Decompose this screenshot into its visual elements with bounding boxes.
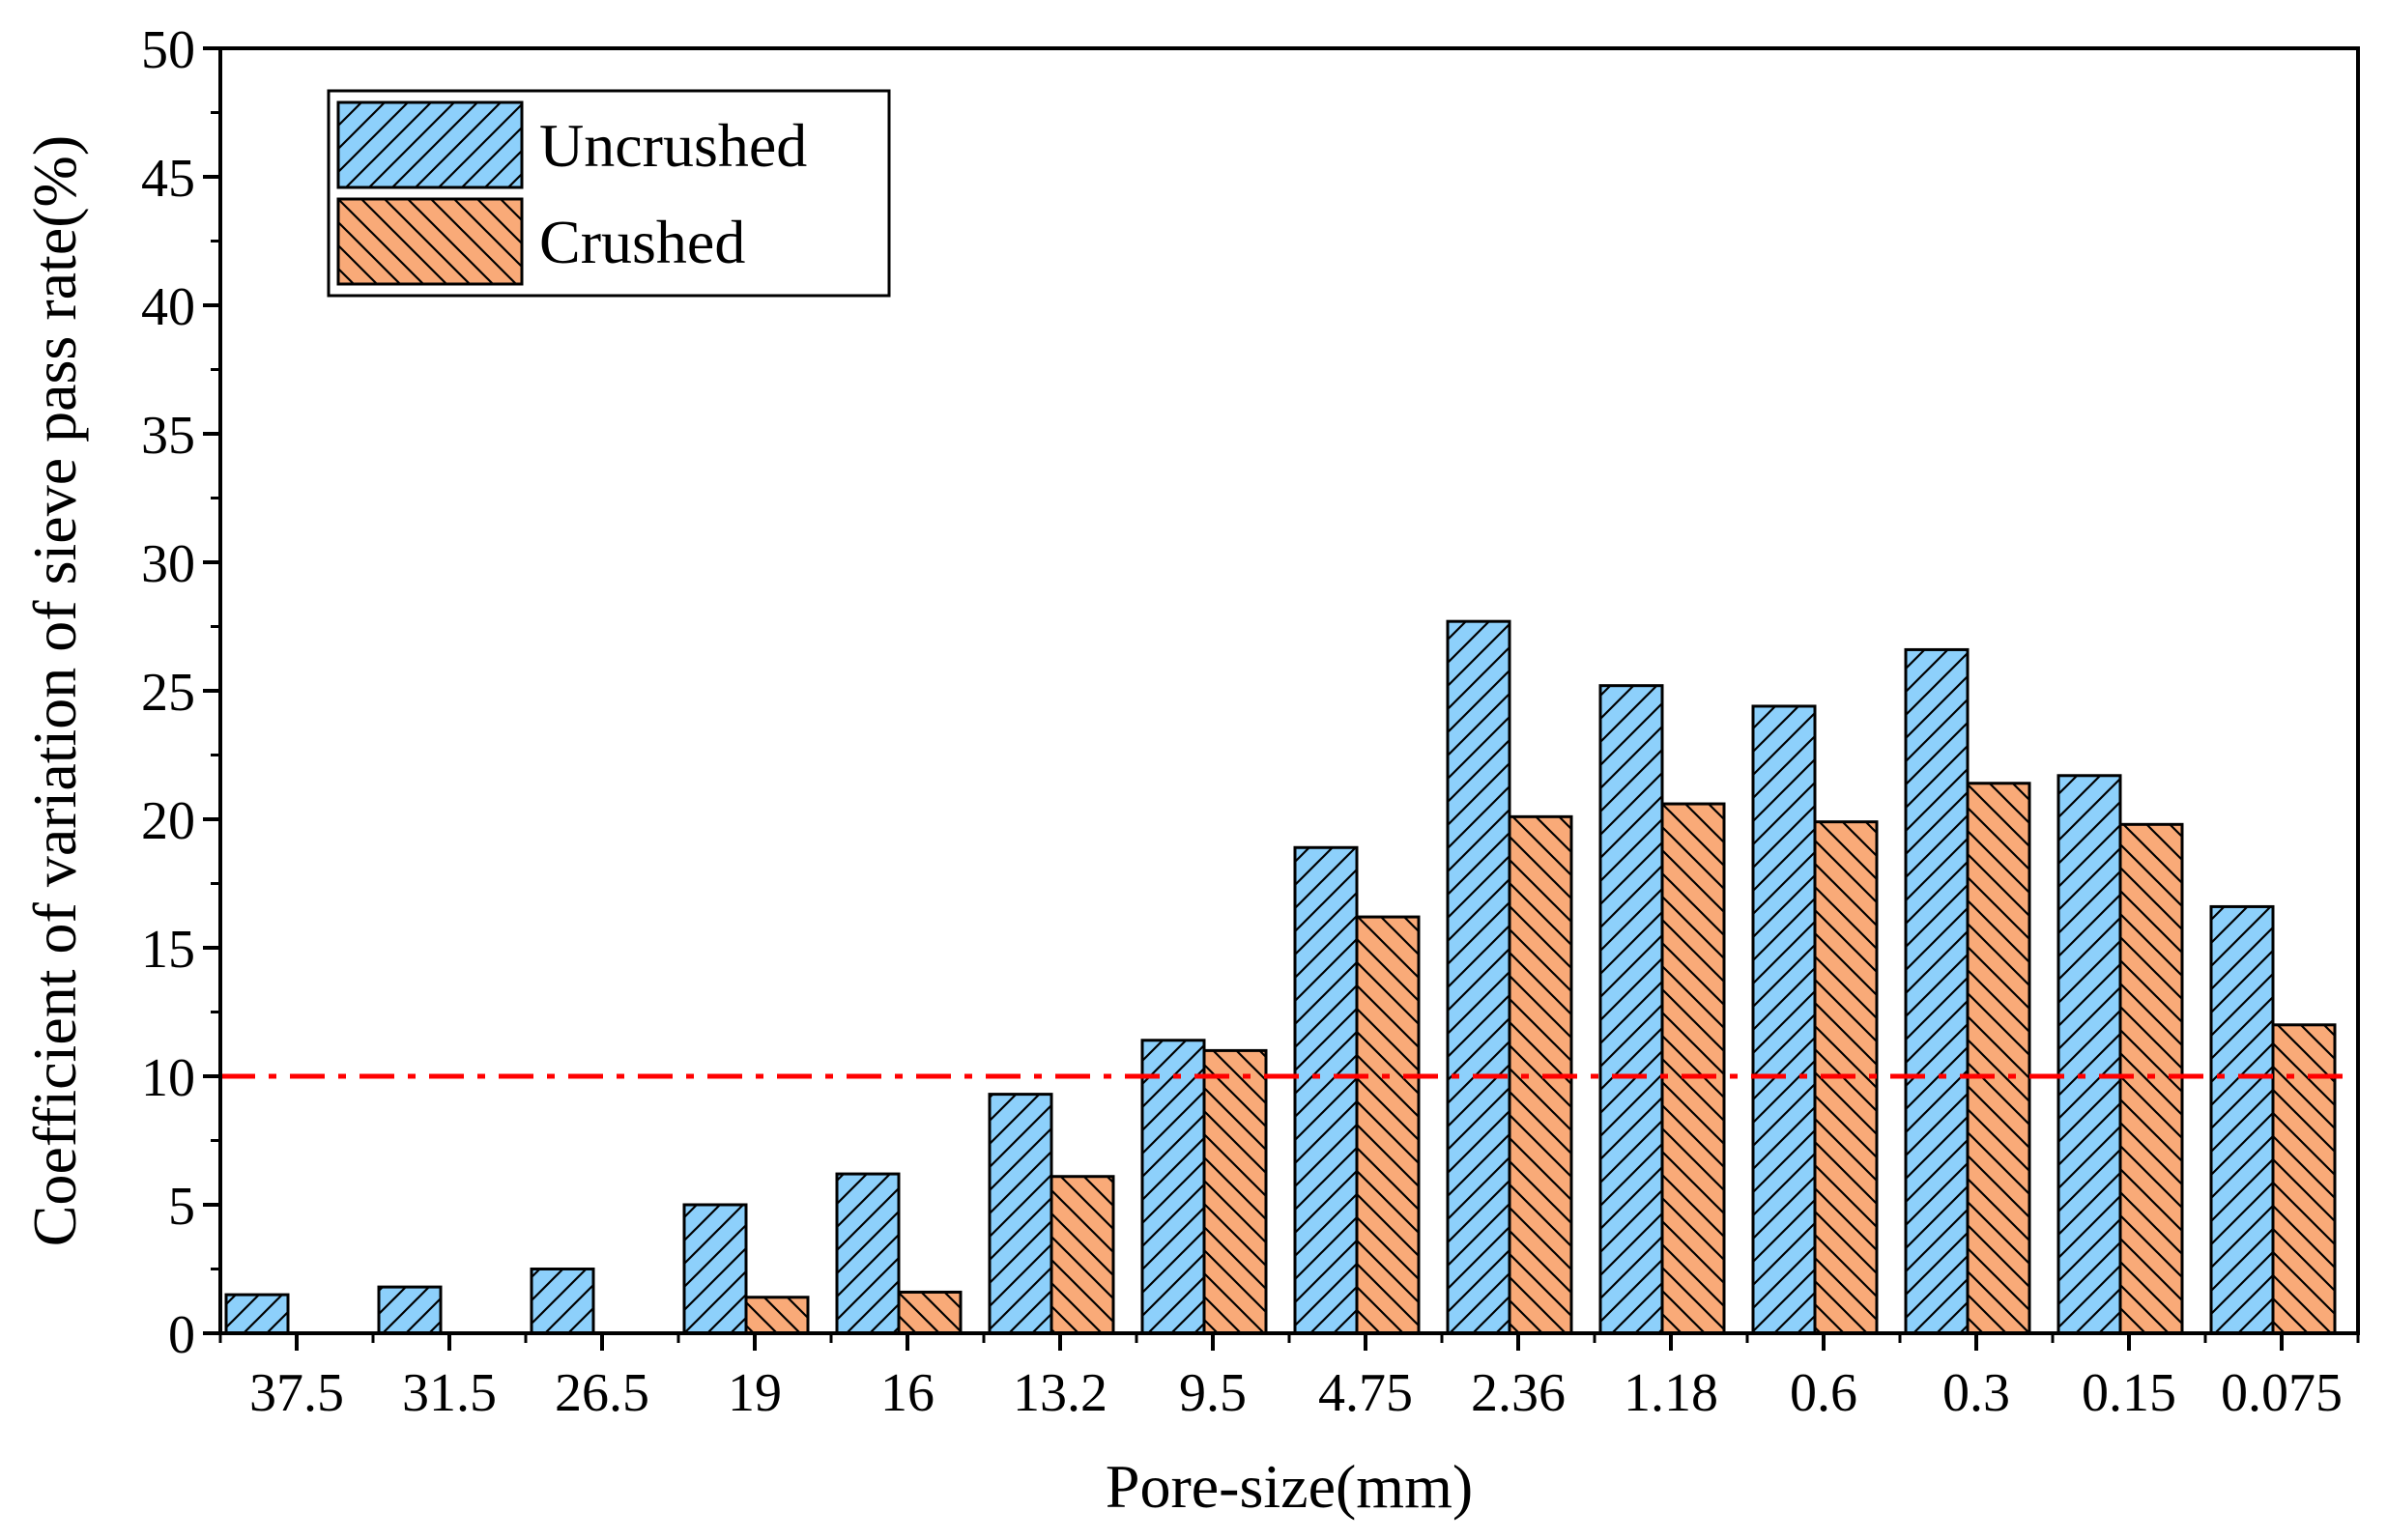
legend: Uncrushed Crushed — [327, 89, 891, 298]
y-axis-title: Coefficient of variation of sieve pass r… — [20, 135, 89, 1246]
legend-swatch-crushed — [336, 197, 524, 286]
bar-uncrushed-0.15 — [2056, 774, 2122, 1335]
legend-label-uncrushed: Uncrushed — [539, 111, 807, 180]
y-tick-label: 15 — [141, 920, 195, 980]
x-tick-label: 0.15 — [2082, 1363, 2176, 1423]
bar-uncrushed-1.18 — [1598, 684, 1664, 1335]
y-tick-label: 50 — [141, 20, 195, 80]
x-axis-title: Pore-size(mm) — [1106, 1452, 1473, 1521]
y-tick-label: 30 — [141, 534, 195, 594]
x-tick-label: 37.5 — [249, 1363, 344, 1423]
x-tick-label: 4.75 — [1318, 1363, 1413, 1423]
x-tick-label: 1.18 — [1624, 1363, 1718, 1423]
legend-label-crushed: Crushed — [539, 208, 745, 276]
bar-crushed-0.075 — [2271, 1023, 2337, 1335]
x-tick-label: 16 — [880, 1363, 935, 1423]
bar-uncrushed-19 — [682, 1203, 748, 1335]
bar-crushed-0.3 — [1966, 782, 2031, 1335]
legend-swatch-uncrushed — [336, 100, 524, 189]
y-tick-label: 10 — [141, 1048, 195, 1108]
y-tick-label: 35 — [141, 406, 195, 466]
bar-uncrushed-31.5 — [377, 1285, 443, 1335]
x-tick-label: 31.5 — [402, 1363, 497, 1423]
bar-uncrushed-16 — [835, 1172, 901, 1335]
x-tick-label: 0.075 — [2221, 1363, 2343, 1423]
x-tick-label: 2.36 — [1471, 1363, 1566, 1423]
x-tick-label: 9.5 — [1179, 1363, 1247, 1423]
bar-crushed-16 — [897, 1290, 963, 1335]
bar-uncrushed-0.6 — [1751, 704, 1817, 1335]
bar-crushed-9.5 — [1202, 1048, 1268, 1335]
y-tick-label: 20 — [141, 791, 195, 851]
x-tick-label: 0.6 — [1790, 1363, 1857, 1423]
y-tick-label: 25 — [141, 663, 195, 723]
bar-crushed-1.18 — [1660, 802, 1726, 1335]
x-tick-label: 26.5 — [555, 1363, 649, 1423]
bar-crushed-0.15 — [2118, 822, 2184, 1335]
bar-crushed-13.2 — [1050, 1175, 1115, 1335]
bar-uncrushed-9.5 — [1140, 1039, 1206, 1335]
bar-uncrushed-2.36 — [1446, 619, 1511, 1335]
y-tick-label: 5 — [168, 1177, 195, 1237]
x-tick-label: 13.2 — [1013, 1363, 1107, 1423]
x-tick-label: 0.3 — [1942, 1363, 2010, 1423]
bar-crushed-4.75 — [1355, 915, 1421, 1335]
y-tick-label: 45 — [141, 149, 195, 209]
bar-uncrushed-26.5 — [530, 1268, 595, 1335]
bars-layer — [224, 619, 2337, 1335]
bar-uncrushed-4.75 — [1293, 845, 1359, 1335]
y-tick-label: 0 — [168, 1305, 195, 1365]
y-tick-label: 40 — [141, 277, 195, 337]
x-tick-label: 19 — [728, 1363, 782, 1423]
bar-uncrushed-0.075 — [2209, 904, 2275, 1335]
bar-uncrushed-13.2 — [988, 1093, 1053, 1335]
bar-crushed-19 — [744, 1296, 810, 1335]
bar-uncrushed-37.5 — [224, 1293, 290, 1335]
bar-uncrushed-0.3 — [1904, 647, 1970, 1335]
axes-layer: 0 5 10 15 20 25 30 35 40 45 50 37.5 31.5 26.5 19 16 13.2… — [141, 20, 2360, 1423]
